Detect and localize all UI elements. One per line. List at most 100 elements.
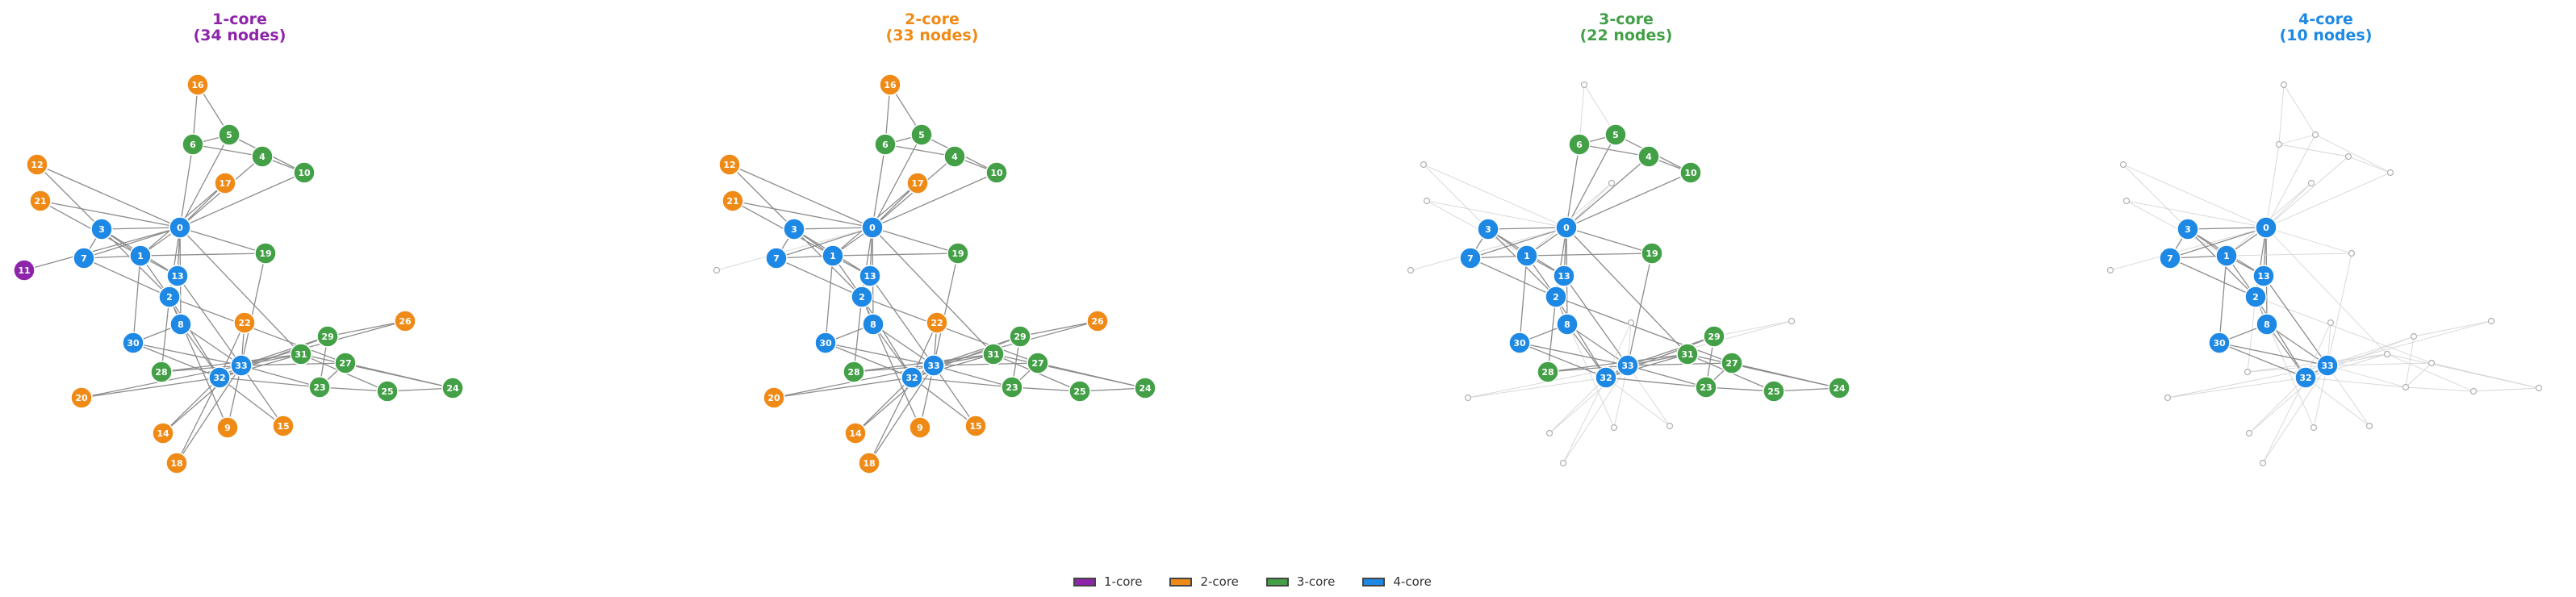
node-28: 28 [843,361,865,383]
edge-14-32 [1549,377,1607,434]
edge-23-25 [1705,386,1775,392]
node-29-inactive [2410,332,2418,340]
node-label: 21 [726,196,738,207]
node-label: 4 [259,152,266,162]
node-circle [334,352,357,374]
edge-2-27 [1555,296,1733,364]
node-label: 23 [313,382,325,393]
panel-subtitle: (22 nodes) [1580,27,1673,44]
edge-23-32 [911,377,1013,388]
node-label: 1 [830,251,836,261]
node-17: 17 [906,172,929,194]
node-circle [1763,380,1785,403]
edge-0-19 [2265,227,2352,254]
node-circle [1068,380,1091,403]
node-2: 2 [851,286,873,308]
node-8: 8 [2256,313,2278,336]
node-5: 5 [1604,123,1627,146]
edge-30-33 [1519,342,1629,366]
node-3: 3 [783,218,805,240]
edge-31-32 [911,353,994,378]
node-8: 8 [862,313,884,336]
node-21-inactive [2122,197,2131,205]
node-label: 31 [1681,349,1693,360]
node-circle [1604,123,1627,146]
node-label: 5 [226,130,232,140]
node-9-inactive [1610,424,1618,432]
edge-28-33 [161,365,242,373]
node-32: 32 [1595,366,1617,389]
node-24: 24 [1134,377,1156,399]
edge-20-32 [1467,377,1607,399]
edge-0-10 [872,172,997,228]
edge-30-32 [132,342,220,378]
edge-15-33 [2327,365,2370,427]
edge-0-19 [872,227,959,254]
edge-4-6 [1579,144,1650,157]
panel-subtitle: (10 nodes) [2280,27,2373,44]
node-label: 13 [2257,271,2269,282]
node-circle [718,153,741,176]
edge-4-10 [2348,156,2391,173]
node-circle [1545,286,1567,308]
panel-1-core: 1-core(34 nodes)012345678910111213141516… [13,10,464,474]
edge-30-32 [2218,342,2306,378]
edge-30-33 [825,342,935,366]
nodes: 0 1 2 3 7 8 13 30 32 33 [2106,81,2543,467]
node-27: 27 [1721,352,1743,374]
edge-2-7 [83,257,170,298]
node-circle [861,216,884,239]
node-label: 12 [723,160,735,170]
node-circle [1637,145,1660,168]
node-23: 23 [1001,376,1023,399]
node-26-inactive [1788,317,1796,325]
node-circle [822,244,844,267]
node-24: 24 [1828,377,1850,399]
edge-14-32 [2248,377,2306,434]
node-label: 26 [399,316,412,327]
node-label: 23 [1700,382,1712,393]
node-circle [129,244,152,267]
node-label: 17 [911,178,923,189]
edge-5-6 [2278,134,2316,145]
node-circle [1828,377,1850,399]
node-16: 16 [879,73,901,96]
node-12: 12 [718,153,741,176]
edge-5-10 [2315,134,2391,173]
edge-0-3 [101,227,181,230]
edge-0-7 [2169,227,2267,259]
edge-0-12 [1423,164,1567,228]
edge-0-2 [1555,227,1567,298]
node-label: 32 [905,373,918,383]
node-circle [1477,218,1499,240]
node-label: 2 [1553,292,1559,303]
node-25: 25 [1763,380,1785,403]
edge-2-28 [161,296,170,373]
node-27-inactive [2428,359,2436,367]
node-circle [1086,310,1109,332]
node-7: 7 [1459,247,1482,269]
node-circle [1695,376,1717,399]
edge-31-32 [219,353,302,378]
node-circle [1009,325,1031,348]
edge-1-30 [1519,255,1528,344]
node-label: 30 [1513,338,1526,349]
edge-3-12 [36,164,102,230]
edge-4-6 [884,144,956,157]
node-20-inactive [2164,394,2172,402]
node-4-inactive [2344,152,2352,161]
node-18-inactive [2259,459,2267,467]
node-circle [186,73,209,96]
edge-18-32 [176,377,220,464]
node-label: 14 [849,428,862,439]
node-1: 1 [2215,244,2238,267]
panel-2-core: 2-core(33 nodes)012345678910121314151617… [713,10,1156,474]
edge-2-28 [2247,296,2256,373]
node-label: 8 [1564,319,1570,330]
edge-23-32 [2305,377,2407,388]
node-label: 32 [1600,373,1612,383]
edge-2-27 [2255,296,2432,364]
node-label: 24 [446,383,459,394]
